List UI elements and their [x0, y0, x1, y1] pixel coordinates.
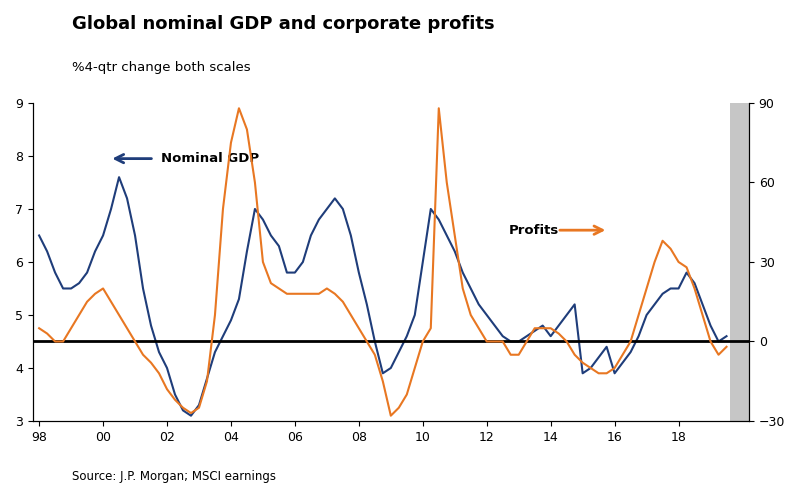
Text: Profits: Profits — [509, 224, 559, 237]
Text: Source: J.P. Morgan; MSCI earnings: Source: J.P. Morgan; MSCI earnings — [72, 470, 276, 483]
Text: Nominal GDP: Nominal GDP — [161, 152, 258, 165]
Bar — [730, 103, 749, 421]
Text: Global nominal GDP and corporate profits: Global nominal GDP and corporate profits — [72, 15, 494, 33]
Text: %4-qtr change both scales: %4-qtr change both scales — [72, 61, 250, 74]
